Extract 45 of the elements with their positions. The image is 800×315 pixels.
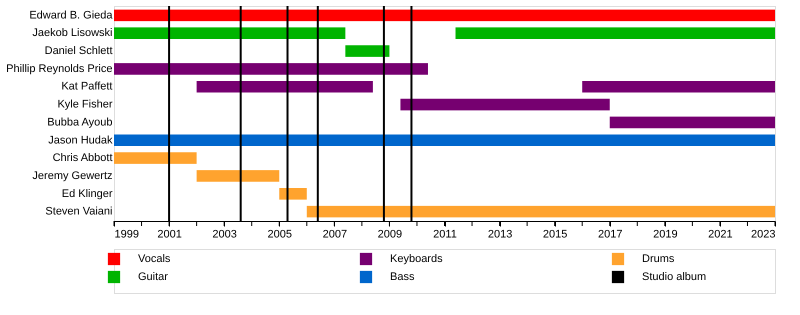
y-tick-label: Jeremy Gewertz: [32, 170, 112, 182]
x-tick-label: 2013: [488, 228, 512, 240]
bar: [114, 10, 775, 22]
x-tick-label: 2019: [653, 228, 678, 240]
bar: [345, 45, 390, 57]
x-tick-label: 2003: [212, 228, 237, 240]
bar: [306, 206, 775, 218]
bar: [456, 27, 775, 40]
x-tick-label: 2023: [751, 228, 776, 240]
x-tick-label: 2021: [708, 228, 733, 240]
x-tick-label: 2017: [598, 228, 622, 240]
x-tick-label: 1999: [114, 228, 139, 240]
x-tick-label: 2015: [542, 228, 568, 240]
legend-label: Keyboards: [390, 253, 444, 265]
legend-label: Vocals: [138, 253, 171, 265]
bar: [114, 63, 428, 75]
x-tick-label: 2005: [268, 228, 292, 240]
y-tick-label: Ed Klinger: [62, 188, 113, 200]
bar: [279, 188, 307, 200]
legend-label: Bass: [390, 271, 415, 283]
bar: [400, 98, 610, 110]
x-tick-label: 2007: [322, 228, 348, 240]
x-tick-label: 2001: [157, 228, 182, 240]
y-tick-label: Bubba Ayoub: [47, 116, 112, 128]
y-tick-label: Kyle Fisher: [57, 98, 113, 111]
y-tick-label: Steven Vaiani: [45, 206, 112, 218]
legend-label: Guitar: [138, 271, 168, 283]
y-tick-label: Jaekob Lisowski: [32, 27, 112, 40]
y-tick-label: Kat Paffett: [61, 80, 112, 93]
x-tick-label: 2011: [433, 228, 457, 240]
y-tick-label: Chris Abbott: [52, 152, 112, 164]
bar: [610, 116, 775, 128]
legend-label: Drums: [642, 253, 675, 265]
bar: [582, 80, 775, 93]
y-tick-label: Edward B. Gieda: [29, 9, 114, 22]
bar: [196, 170, 280, 182]
x-tick-label: 2009: [378, 228, 402, 240]
bar: [114, 27, 346, 40]
bar: [114, 152, 197, 164]
bar: [196, 80, 373, 93]
bar: [114, 134, 775, 146]
y-tick-label: Daniel Schlett: [44, 45, 112, 58]
y-tick-label: Phillip Reynolds Price: [6, 62, 112, 75]
y-tick-label: Jason Hudak: [48, 134, 113, 146]
legend-label: Studio album: [642, 271, 706, 283]
